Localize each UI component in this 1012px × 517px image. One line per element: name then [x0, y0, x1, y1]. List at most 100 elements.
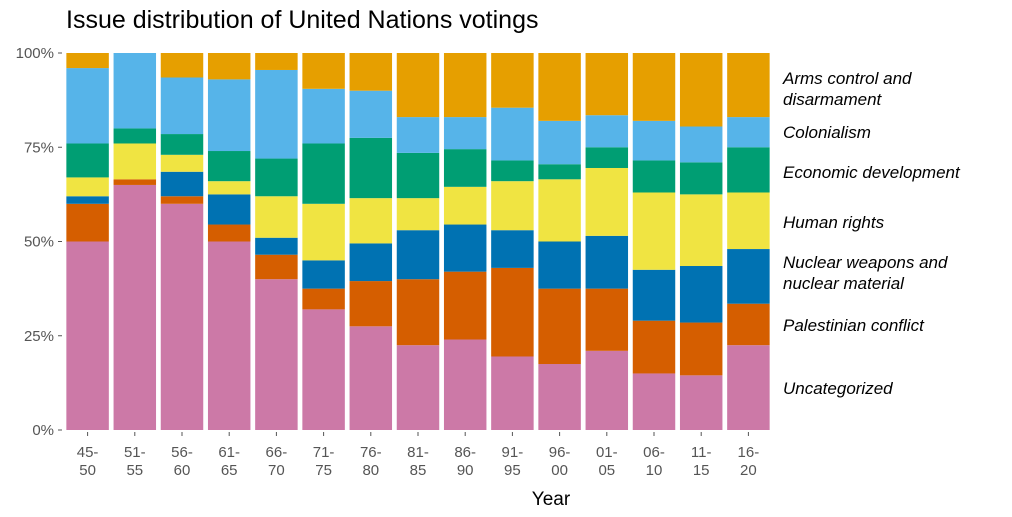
bar-segment-91-95-3 [491, 181, 534, 231]
bar-segment-01-05-2 [585, 235, 629, 289]
bar-segment-96-00-2 [538, 241, 581, 289]
bar-segment-91-95-0 [491, 356, 534, 430]
legend-label: Colonialism [783, 123, 871, 142]
x-tick-label: 51-55 [124, 444, 146, 479]
bar-segment-96-00-1 [538, 288, 581, 365]
x-axis: 45-50 51-55 56-60 61-65 66-70 71-75 76-80 81-85… [77, 432, 759, 479]
bar-segment-06-10-4 [632, 160, 676, 193]
bar-segment-81-85-4 [396, 152, 440, 199]
bar-segment-51-55-1 [113, 179, 157, 185]
x-tick-label: 56-60 [171, 444, 193, 479]
bar-segment-71-75-2 [302, 260, 345, 289]
bar-segment-66-70-4 [255, 158, 298, 197]
x-tick-label: 86-90 [454, 444, 476, 479]
bar-segment-71-75-4 [302, 143, 345, 204]
x-tick-label: 11-15 [691, 444, 712, 479]
bar-segment-66-70-1 [255, 254, 298, 280]
bar-segment-56-60-0 [160, 203, 204, 430]
x-tick-label: 06-10 [643, 444, 665, 479]
bar-segment-45-50-1 [66, 203, 109, 242]
bar-segment-11-15-1 [679, 322, 723, 376]
bar-segment-16-20-5 [727, 117, 770, 148]
x-tick-label: 81-85 [407, 444, 429, 479]
bar-segment-11-15-6 [679, 53, 723, 127]
chart-title: Issue distribution of United Nations vot… [66, 6, 539, 34]
bar-segment-56-60-1 [160, 196, 204, 204]
bar-segment-01-05-6 [585, 53, 629, 116]
bar-segment-16-20-4 [727, 147, 770, 193]
bar-segment-45-50-2 [66, 196, 109, 204]
x-tick-label: 01-05 [596, 444, 618, 479]
bar-segment-76-80-4 [349, 137, 393, 199]
legend-label: Uncategorized [783, 379, 893, 398]
bar-segment-91-95-6 [491, 53, 534, 108]
bar-segment-91-95-1 [491, 267, 534, 357]
bar-segment-76-80-1 [349, 281, 393, 327]
bar-segment-86-90-6 [443, 53, 487, 118]
bar-segment-96-00-3 [538, 179, 581, 242]
bar-segment-96-00-5 [538, 120, 581, 165]
bar-segment-56-60-5 [160, 77, 204, 135]
bar-segment-91-95-5 [491, 107, 534, 161]
bar-segment-16-20-2 [727, 249, 770, 304]
bar-segment-81-85-6 [396, 53, 440, 118]
bar-segment-61-65-4 [207, 151, 251, 182]
bar-segment-45-50-3 [66, 177, 109, 197]
bar-segment-71-75-3 [302, 203, 345, 261]
bar-segment-76-80-6 [349, 53, 393, 91]
bar-segment-51-55-0 [113, 184, 157, 430]
bar-segment-06-10-3 [632, 192, 676, 270]
bar-segment-66-70-3 [255, 196, 298, 238]
y-tick-label: 50% [24, 234, 54, 251]
legend-label: Economic development [783, 163, 961, 182]
bar-segment-51-55-4 [113, 128, 157, 144]
bar-segment-91-95-4 [491, 160, 534, 182]
bar-segment-81-85-0 [396, 345, 440, 430]
bar-segment-66-70-6 [255, 53, 298, 70]
bar-segment-76-80-0 [349, 326, 393, 430]
bar-segment-96-00-6 [538, 53, 581, 121]
bar-segment-91-95-2 [491, 230, 534, 268]
bar-segment-81-85-3 [396, 198, 440, 231]
bar-segment-66-70-2 [255, 237, 298, 255]
bar-segment-81-85-5 [396, 117, 440, 153]
bar-segment-61-65-3 [207, 181, 251, 195]
x-tick-label: 96-00 [549, 444, 571, 479]
bar-segment-06-10-5 [632, 120, 676, 161]
bar-segment-51-55-3 [113, 143, 157, 180]
bar-segment-81-85-1 [396, 279, 440, 346]
y-tick-label: 100% [16, 45, 54, 62]
bar-segment-81-85-2 [396, 230, 440, 280]
bar-segment-51-55-5 [113, 53, 157, 129]
y-axis: 0% 25% 50% 75% 100% [16, 45, 62, 439]
x-tick-label: 61-65 [218, 444, 240, 479]
bar-segment-45-50-6 [66, 53, 109, 69]
x-tick-label: 76-80 [360, 444, 382, 479]
bar-segment-86-90-2 [443, 224, 487, 272]
bar-segment-11-15-2 [679, 266, 723, 323]
bar-segment-71-75-1 [302, 288, 345, 310]
bar-segment-61-65-2 [207, 194, 251, 225]
y-tick-label: 0% [32, 422, 54, 439]
bar-segment-56-60-2 [160, 171, 204, 197]
x-tick-label: 66-70 [266, 444, 288, 479]
y-tick-label: 25% [24, 328, 54, 345]
bar-segment-11-15-0 [679, 375, 723, 430]
bar-segment-01-05-1 [585, 288, 629, 351]
bar-segment-16-20-6 [727, 53, 770, 118]
bar-segment-61-65-6 [207, 53, 251, 80]
y-tick-label: 75% [24, 139, 54, 156]
bar-segment-01-05-0 [585, 350, 629, 430]
bar-segment-71-75-5 [302, 88, 345, 144]
bar-segment-86-90-1 [443, 271, 487, 340]
bar-segment-86-90-0 [443, 339, 487, 430]
bar-segment-01-05-5 [585, 115, 629, 148]
bar-segment-45-50-4 [66, 143, 109, 178]
bar-segment-76-80-2 [349, 243, 393, 282]
bar-segment-66-70-0 [255, 279, 298, 430]
legend: Arms control and disarmament Colonialism Ec… [782, 69, 961, 398]
bar-segment-71-75-0 [302, 309, 345, 430]
bar-segment-11-15-4 [679, 162, 723, 195]
legend-label: Nuclear weapons and nuclear material [783, 253, 948, 293]
bar-segment-45-50-5 [66, 68, 109, 144]
